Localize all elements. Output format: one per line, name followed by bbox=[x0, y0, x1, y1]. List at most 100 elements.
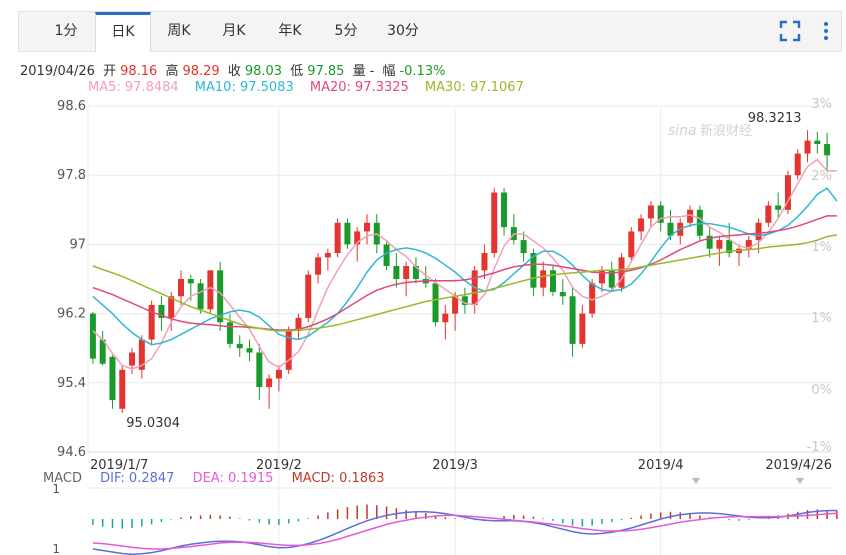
candle-body bbox=[667, 222, 674, 236]
candle-body bbox=[784, 175, 791, 210]
tab-weekly-k[interactable]: 周K bbox=[167, 23, 191, 39]
low-value: 97.85 bbox=[307, 64, 345, 79]
candle-body bbox=[706, 235, 713, 249]
macd-title: MACD bbox=[43, 471, 82, 486]
ma10-legend: MA10: 97.5083 bbox=[194, 80, 294, 95]
y-tick-label: 97.8 bbox=[57, 168, 86, 183]
candle-body bbox=[501, 192, 508, 228]
candle-body bbox=[158, 304, 165, 318]
x-tick-label: 2019/4/26 bbox=[765, 458, 832, 473]
candle-body bbox=[745, 240, 752, 249]
candle-body bbox=[89, 313, 96, 359]
open-value: 98.16 bbox=[120, 64, 158, 79]
candle-body bbox=[119, 369, 126, 409]
candle-body bbox=[491, 192, 498, 254]
candle-body bbox=[824, 144, 831, 156]
candle-body bbox=[647, 205, 654, 219]
close-value: 98.03 bbox=[244, 64, 283, 79]
dif-legend: DIF: 0.2847 bbox=[100, 471, 175, 486]
x-tick-label: 2019/4 bbox=[638, 458, 684, 473]
pct-tick-label: 1% bbox=[811, 311, 832, 326]
dif-line bbox=[92, 509, 837, 555]
candle-body bbox=[354, 231, 361, 245]
tab-daily-k[interactable]: 日K bbox=[95, 12, 151, 52]
candle-body bbox=[608, 270, 615, 288]
more-vertical-icon[interactable] bbox=[815, 20, 837, 42]
ma-line-ma5 bbox=[92, 158, 837, 370]
candle-body bbox=[452, 296, 459, 314]
candle-body bbox=[687, 209, 694, 223]
candle-body bbox=[187, 279, 194, 284]
y-tick-label: 98.6 bbox=[57, 99, 86, 114]
candle-body bbox=[794, 153, 801, 176]
candle-body bbox=[432, 283, 439, 323]
candle-body bbox=[207, 270, 214, 310]
x-tick-label: 2019/3 bbox=[432, 458, 478, 473]
pct-tick-label: 2% bbox=[811, 169, 832, 184]
volume-label: 量 bbox=[352, 64, 366, 79]
x-tick-label: 2019/2 bbox=[256, 458, 302, 473]
candle-body bbox=[804, 140, 811, 154]
scroll-marker-icon bbox=[796, 478, 804, 484]
tab-30min[interactable]: 30分 bbox=[387, 23, 419, 39]
candle-body bbox=[530, 253, 537, 288]
ma-line-ma30 bbox=[92, 234, 838, 332]
macd-y-tick: 1 bbox=[52, 542, 60, 555]
candle-body bbox=[628, 231, 635, 258]
tab-5min[interactable]: 5分 bbox=[334, 23, 358, 39]
candle-body bbox=[569, 296, 576, 344]
candle-body bbox=[168, 296, 175, 318]
close-label: 收 bbox=[227, 64, 241, 79]
candle-body bbox=[481, 253, 488, 271]
ma5-legend: MA5: 97.8484 bbox=[88, 80, 179, 95]
dea-line bbox=[92, 512, 837, 550]
candle-body bbox=[520, 240, 527, 254]
fullscreen-icon[interactable] bbox=[779, 20, 801, 42]
candle-body bbox=[178, 279, 184, 297]
macd-y-tick: 1 bbox=[52, 482, 60, 496]
candle-body bbox=[412, 266, 419, 279]
tab-yearly-k[interactable]: 年K bbox=[278, 23, 302, 39]
pct-tick-label: 1% bbox=[811, 240, 832, 255]
tab-monthly-k[interactable]: 月K bbox=[222, 23, 246, 39]
candle-body bbox=[638, 218, 645, 232]
low-label: 低 bbox=[290, 64, 304, 79]
ma-line-ma20 bbox=[92, 215, 837, 331]
ohlc-info-line: 2019/04/26 开 98.16 高 98.29 收 98.03 低 97.85 量… bbox=[20, 60, 449, 79]
candle-body bbox=[275, 369, 282, 379]
tab-1min[interactable]: 1分 bbox=[54, 23, 78, 39]
candle-body bbox=[364, 222, 370, 232]
ma-line-ma10 bbox=[92, 187, 838, 346]
candle-body bbox=[765, 205, 772, 223]
candle-body bbox=[109, 356, 116, 401]
candle-body bbox=[559, 291, 566, 297]
candle-body bbox=[814, 140, 821, 145]
candle-body bbox=[324, 253, 331, 258]
candle-body bbox=[266, 378, 273, 388]
y-tick-label: 95.4 bbox=[57, 376, 86, 391]
change-label: 幅 bbox=[382, 64, 396, 79]
candle-body bbox=[393, 266, 400, 279]
candle-body bbox=[403, 266, 410, 279]
ma20-legend: MA20: 97.3325 bbox=[309, 80, 409, 95]
candle-body bbox=[755, 222, 762, 241]
candle-body bbox=[256, 352, 263, 388]
y-tick-label: 97 bbox=[69, 237, 86, 252]
candle-body bbox=[236, 343, 243, 349]
info-date: 2019/04/26 bbox=[20, 64, 95, 79]
change-value: -0.13% bbox=[399, 64, 446, 79]
candle-body bbox=[550, 270, 556, 292]
dea-legend: DEA: 0.1915 bbox=[192, 471, 274, 486]
candle-body bbox=[226, 322, 233, 344]
candle-body bbox=[197, 283, 204, 310]
candle-body bbox=[148, 304, 155, 340]
candle-body bbox=[657, 205, 664, 223]
candle-body bbox=[315, 257, 322, 275]
macd-legend: MACD DIF: 0.2847 DEA: 0.1915 MACD: 0.186… bbox=[43, 471, 399, 486]
candle-body bbox=[99, 339, 106, 364]
candle-body bbox=[305, 274, 312, 318]
candle-body bbox=[246, 348, 253, 353]
watermark-text: 新浪财经 bbox=[700, 123, 752, 139]
